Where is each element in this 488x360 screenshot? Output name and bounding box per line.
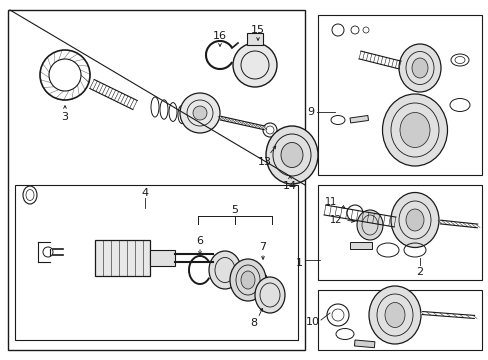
Bar xyxy=(15,185,297,340)
Bar xyxy=(8,10,305,350)
Bar xyxy=(317,15,481,175)
Text: 5: 5 xyxy=(231,205,238,215)
Bar xyxy=(349,116,368,123)
Text: 15: 15 xyxy=(250,25,264,35)
Ellipse shape xyxy=(384,302,404,328)
Text: 12: 12 xyxy=(329,215,341,225)
Ellipse shape xyxy=(411,58,427,78)
Text: 7: 7 xyxy=(259,242,266,252)
Bar xyxy=(246,33,263,45)
Ellipse shape xyxy=(208,251,241,289)
Ellipse shape xyxy=(405,209,423,231)
Bar xyxy=(95,240,150,276)
Ellipse shape xyxy=(356,210,382,240)
Ellipse shape xyxy=(382,94,447,166)
Text: 16: 16 xyxy=(213,31,226,41)
Ellipse shape xyxy=(399,112,429,148)
Text: 10: 10 xyxy=(305,317,319,327)
Ellipse shape xyxy=(398,44,440,92)
Text: 3: 3 xyxy=(61,112,68,122)
Ellipse shape xyxy=(229,259,265,301)
Bar xyxy=(349,242,371,249)
Ellipse shape xyxy=(390,193,438,248)
Circle shape xyxy=(232,43,276,87)
Text: 11: 11 xyxy=(324,197,336,207)
Ellipse shape xyxy=(368,286,420,344)
Bar xyxy=(150,250,175,266)
Ellipse shape xyxy=(265,126,317,184)
Text: 8: 8 xyxy=(250,318,257,328)
Text: 1: 1 xyxy=(295,258,303,268)
Text: 9: 9 xyxy=(306,107,313,117)
Bar xyxy=(317,185,481,280)
Text: 4: 4 xyxy=(141,188,148,198)
Bar xyxy=(354,340,374,348)
Text: 2: 2 xyxy=(416,267,423,277)
Text: 14: 14 xyxy=(283,181,296,191)
Ellipse shape xyxy=(281,143,303,167)
Text: 13: 13 xyxy=(258,157,271,167)
Ellipse shape xyxy=(254,277,285,313)
Circle shape xyxy=(193,106,206,120)
Circle shape xyxy=(180,93,220,133)
Bar xyxy=(317,290,481,350)
Text: 6: 6 xyxy=(196,236,203,246)
Ellipse shape xyxy=(241,271,254,289)
